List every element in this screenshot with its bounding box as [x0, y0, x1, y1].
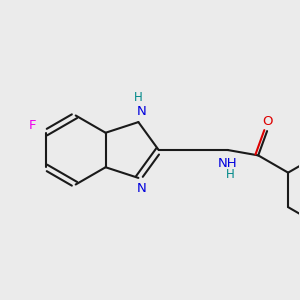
- Text: N: N: [137, 106, 146, 118]
- Text: O: O: [262, 115, 272, 128]
- Text: H: H: [226, 168, 235, 181]
- Text: N: N: [137, 182, 146, 194]
- Text: F: F: [29, 119, 37, 132]
- Text: H: H: [134, 91, 142, 103]
- Text: NH: NH: [218, 157, 238, 170]
